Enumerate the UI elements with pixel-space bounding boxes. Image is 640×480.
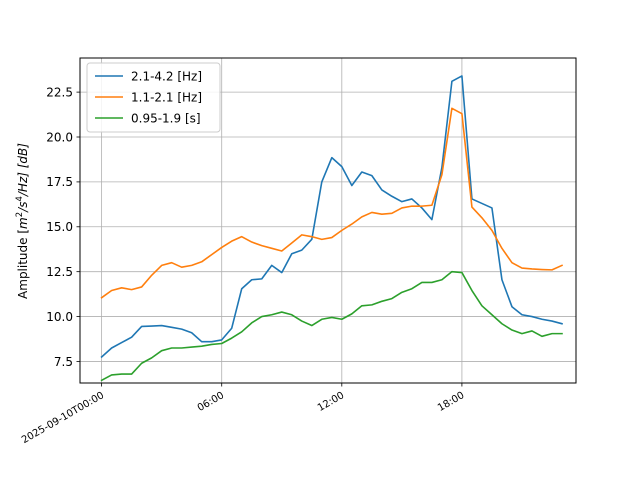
y-tick-label: 15.0 [46, 220, 73, 234]
series-line-3 [100, 270, 563, 382]
y-tick-label: 7.5 [54, 355, 73, 369]
y-tick-label: 17.5 [46, 175, 73, 189]
legend-entry-3: 0.95-1.9 [s] [95, 112, 201, 126]
y-tick-label: 12.5 [46, 265, 73, 279]
legend-label-3: 0.95-1.9 [s] [131, 112, 201, 126]
series-layer [100, 75, 564, 382]
y-tick-label: 10.0 [46, 310, 73, 324]
series-line-2 [100, 107, 564, 299]
legend-entry-1: 2.1-4.2 [Hz] [95, 70, 202, 84]
legend: 2.1-4.2 [Hz] 1.1-2.1 [Hz] 0.95-1.9 [s] [86, 62, 221, 133]
legend-entry-2: 1.1-2.1 [Hz] [95, 91, 202, 105]
y-axis-label: Amplitude [m2/s4/Hz] [dB] [15, 143, 30, 299]
x-tick-label: 18:00 [436, 390, 466, 414]
x-tick-label: 2025-09-10T00:00 [20, 390, 106, 446]
x-tick-label: 12:00 [316, 390, 346, 414]
plot-frame [79, 57, 577, 384]
x-axis: 2025-09-10T00:00 06:00 12:00 18:00 [20, 383, 466, 446]
y-tick-label: 22.5 [46, 85, 73, 99]
x-tick-label: 06:00 [196, 390, 226, 414]
series-line-1 [100, 75, 563, 359]
legend-box [86, 62, 221, 133]
legend-label-1: 2.1-4.2 [Hz] [131, 70, 202, 84]
y-axis: 7.5 10.0 12.5 15.0 17.5 20.0 22.5 [46, 85, 80, 369]
legend-label-2: 1.1-2.1 [Hz] [131, 91, 202, 105]
y-tick-label: 20.0 [46, 130, 73, 144]
